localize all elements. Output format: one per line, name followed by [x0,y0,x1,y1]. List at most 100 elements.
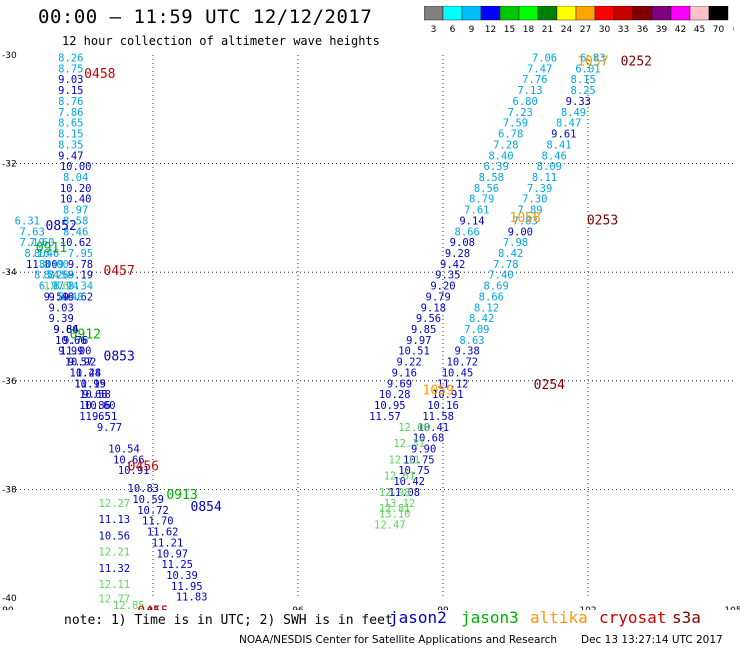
swh-value-label: 9.99 [58,346,83,358]
swh-value-label: 7.59 [503,118,528,130]
swh-value-label: 9.28 [445,248,470,260]
swh-value-label: 6.80 [513,96,538,108]
swh-value-label: 9.16 [392,367,417,379]
chart-subtitle: 12 hour collection of altimeter wave hei… [62,34,380,48]
colorbar-label: 36 [637,25,649,35]
pass-time-label: 0911 [36,241,67,256]
x-tick-label: 96 [292,606,304,610]
swh-value-label: 9.15 [58,85,83,97]
swh-value-label: 12.11 [99,579,131,591]
swh-value-label: 6.97 [39,281,64,293]
swh-value-label: 12.08 [398,422,430,434]
swh-value-label: 9.79 [426,291,451,303]
satellite-label-jason2: jason2 [389,608,447,627]
pass-time-label: 1059 [423,384,454,399]
swh-value-label: 10.00 [60,161,92,173]
track-0254: 0254 [534,378,565,393]
swh-value-label: 8.48 [58,291,83,303]
swh-value-label: 8.56 [474,183,499,195]
swh-value-label: 11.24 [70,367,102,379]
swh-value-label: 6.39 [484,161,509,173]
swh-value-label: 7.06 [532,53,557,65]
swh-value-label: 7.39 [527,183,552,195]
swh-value-label: 11.65 [79,411,111,423]
swh-value-label: 8.66 [455,226,480,238]
swh-value-label: 7.76 [522,74,547,86]
swh-value-label: 10.59 [132,494,164,506]
swh-value-label: 8.58 [49,270,74,282]
swh-value-label: 9.76 [63,335,88,347]
swh-value-label: 10.28 [379,389,411,401]
colorbar-label: 39 [656,25,668,35]
pass-time-label: 0912 [70,328,101,343]
swh-value-label: 8.15 [58,129,83,141]
colorbar-label: 3 [431,25,437,35]
swh-value-label: 9.51 [92,411,117,423]
swh-value-label: 10.66 [113,454,145,466]
colorbar-swatch [708,6,729,21]
swh-value-label: 8.26 [44,270,69,282]
track-0852: 6.317.637.198.1611.008.546.979.599.039.3… [15,215,111,422]
swh-value-label: 12.61 [384,471,416,483]
pass-time-label: 0853 [104,349,135,364]
swh-value-label: 10.56 [99,530,131,542]
swh-value-label: 7.60 [29,237,54,249]
colorbar-label: 33 [618,25,629,35]
swh-value-label: 7.95 [68,248,93,260]
footnote: note: 1) Time is in UTC; 2) SWH is in fe… [64,613,393,628]
track-0253: 0253 [587,214,618,229]
swh-value-label: 7.98 [503,237,528,249]
swh-value-label: 11.00 [26,259,58,271]
y-tick-label: -36 [2,377,17,387]
colorbar-label: 15 [504,25,515,35]
swh-value-label: 7.63 [20,226,45,238]
swh-value-label: 9.56 [416,313,441,325]
swh-value-label: 8.58 [479,172,504,184]
x-tick-label: 99 [437,606,449,610]
swh-value-label: 8.65 [58,118,83,130]
track-0854: 10.8310.5910.7211.7011.6211.2110.9711.25… [128,483,222,604]
swh-value-label: 9.77 [97,422,122,434]
y-tick-label: -40 [2,594,17,604]
swh-value-label: 9.68 [82,389,107,401]
swh-value-label: 9.59 [44,291,69,303]
swh-value-label: 9.03 [49,302,74,314]
swh-value-label: 11.32 [99,563,131,575]
swh-value-label: 12.81 [379,503,411,515]
swh-value-label: 10.75 [398,465,430,477]
colorbar-label: 27 [580,25,591,35]
wave-height-plot: 90939699102105-30-32-34-36-38-408.268.75… [2,51,740,610]
swh-value-label: 8.42 [498,248,523,260]
pass-time-label: 1057 [577,55,608,70]
x-tick-label: 90 [2,606,14,610]
chart-title: 00:00 – 11:59 UTC 12/12/2017 [38,6,373,28]
swh-value-label: 8.79 [469,194,494,206]
swh-value-label: 8.94 [53,281,78,293]
swh-value-label: 8.76 [58,96,83,108]
swh-value-label: 12.31 [393,438,425,450]
swh-value-label: 7.89 [517,205,542,217]
swh-value-label: 7.30 [522,194,547,206]
pass-time-label: 0455 [137,605,168,610]
swh-value-label: 10.40 [60,194,92,206]
satellite-label-jason3: jason3 [461,608,519,627]
y-tick-label: -30 [2,51,17,61]
y-tick-label: -38 [2,485,17,495]
swh-value-label: 7.40 [488,270,513,282]
pass-time-label: 0913 [166,488,197,503]
track-jason3-east: 12.08 12.31 12.11 12.61 12.98 12.81 12.47 [374,422,430,532]
swh-value-label: 10.45 [442,367,474,379]
swh-value-label: 9.57 [68,357,93,369]
x-tick-label: 105 [724,606,740,610]
swh-value-label: 7.86 [58,107,83,119]
swh-value-label: 9.08 [450,237,475,249]
track-1057: 7.067.477.767.136.807.237.596.787.288.40… [369,53,608,423]
swh-value-label: 12.98 [379,487,411,499]
y-tick-label: -34 [2,268,17,278]
swh-value-label: 9.61 [551,129,576,141]
swh-value-label: 9.69 [387,378,412,390]
swh-value-label: 9.78 [68,259,93,271]
x-tick-label: 102 [579,606,596,610]
swh-value-label: 11.62 [147,527,179,539]
pass-time-label: 0456 [128,460,159,475]
